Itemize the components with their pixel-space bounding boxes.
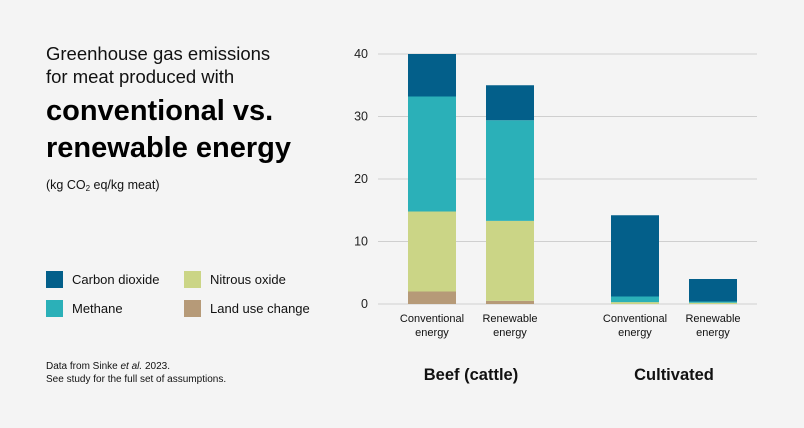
bar-segment-methane — [611, 296, 659, 303]
y-tick-label: 0 — [361, 297, 368, 311]
legend-item-nitrous-oxide: Nitrous oxide — [184, 271, 286, 288]
source-prefix: Data from Sinke — [46, 361, 121, 372]
units-subscript: 2 — [85, 184, 91, 193]
group-label: Cultivated — [634, 366, 714, 384]
bar-segment-methane — [486, 120, 534, 221]
legend-label-carbon-dioxide: Carbon dioxide — [72, 272, 160, 287]
bar-segment-land-use-change — [486, 300, 534, 304]
legend-item-methane: Methane — [46, 300, 123, 317]
bar-segment-methane — [408, 96, 456, 212]
bar-segment-nitrous-oxide — [611, 302, 659, 304]
bar-segment-carbon-dioxide — [486, 85, 534, 121]
source-line-2: See study for the full set of assumption… — [46, 374, 227, 385]
y-tick-label: 20 — [354, 172, 368, 186]
source-italic: et al. — [120, 361, 143, 372]
legend-label-methane: Methane — [72, 301, 123, 316]
bar-segment-methane — [689, 301, 737, 303]
source-suffix: 2023. — [142, 361, 170, 372]
x-category-label: Renewable — [482, 313, 537, 325]
legend-swatch-methane — [46, 300, 63, 317]
legend-swatch-land-use-change — [184, 300, 201, 317]
legend-item-land-use-change: Land use change — [184, 300, 310, 317]
group-label: Beef (cattle) — [424, 366, 518, 384]
y-tick-label: 40 — [354, 47, 368, 61]
units-suffix: eq/kg meat) — [90, 178, 160, 192]
x-category-label: Conventional — [400, 313, 464, 325]
legend: Carbon dioxide Nitrous oxide Methane Lan… — [46, 271, 346, 321]
legend-swatch-nitrous-oxide — [184, 271, 201, 288]
x-category-label: energy — [493, 327, 527, 339]
units-prefix: (kg CO — [46, 178, 86, 192]
bar-segment-carbon-dioxide — [611, 215, 659, 297]
chart-subtitle: Greenhouse gas emissions for meat produc… — [46, 42, 346, 88]
legend-label-nitrous-oxide: Nitrous oxide — [210, 272, 286, 287]
bar-segment-nitrous-oxide — [689, 302, 737, 304]
x-category-label: Renewable — [685, 313, 740, 325]
source-line-1: Data from Sinke et al. 2023. — [46, 360, 226, 373]
subtitle-line-1: Greenhouse gas emissions — [46, 43, 271, 64]
legend-label-land-use-change: Land use change — [210, 301, 310, 316]
y-tick-label: 30 — [354, 110, 368, 124]
x-category-label: energy — [696, 327, 730, 339]
x-category-label: energy — [618, 327, 652, 339]
source-note: Data from Sinke et al. 2023. See study f… — [46, 360, 226, 386]
legend-item-carbon-dioxide: Carbon dioxide — [46, 271, 159, 288]
x-category-label: energy — [415, 327, 449, 339]
y-tick-label: 10 — [354, 235, 368, 249]
x-category-label: Conventional — [603, 313, 667, 325]
chart-title: conventional vs. renewable energy — [46, 93, 346, 167]
bar-segment-land-use-change — [408, 291, 456, 304]
bar-segment-nitrous-oxide — [408, 211, 456, 292]
subtitle-line-2: for meat produced with — [46, 66, 235, 87]
bar-segment-carbon-dioxide — [408, 54, 456, 97]
legend-swatch-carbon-dioxide — [46, 271, 63, 288]
bar-segment-carbon-dioxide — [689, 279, 737, 302]
units-label: (kg CO2 eq/kg meat) — [46, 178, 160, 193]
bar-segment-nitrous-oxide — [486, 220, 534, 301]
title-line-1: conventional vs. — [46, 95, 274, 127]
title-line-2: renewable energy — [46, 132, 291, 164]
